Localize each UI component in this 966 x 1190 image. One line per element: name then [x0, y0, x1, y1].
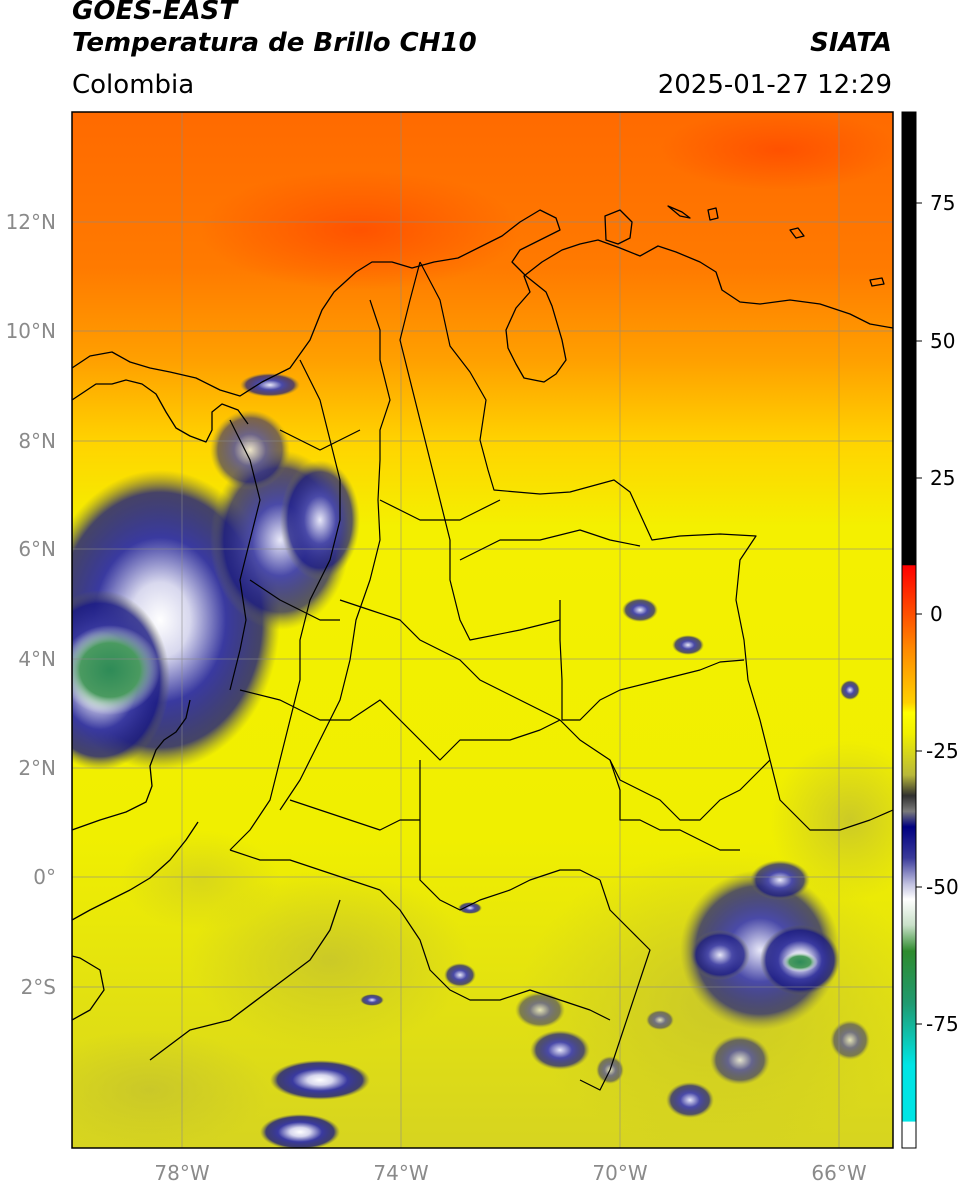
colorbar: 75 50 25 0 -25 -50 -75	[901, 111, 959, 1149]
lat-label-6n: 6°N	[18, 537, 56, 561]
colorbar-tick-25: 25	[930, 466, 955, 490]
lon-label-78w: 78°W	[154, 1161, 209, 1185]
latitude-labels: 12°N 10°N 8°N 6°N 4°N 2°N 0° 2°S	[6, 210, 56, 999]
lat-label-4n: 4°N	[18, 647, 56, 671]
colorbar-tick-0: 0	[930, 602, 943, 626]
lat-label-2n: 2°N	[18, 756, 56, 780]
colorbar-tick-50: 50	[930, 329, 955, 353]
lon-label-66w: 66°W	[811, 1161, 866, 1185]
region-label: Colombia	[72, 70, 195, 100]
lat-label-0: 0°	[33, 865, 56, 889]
colorbar-tick-minus75: -75	[926, 1012, 959, 1036]
timestamp-label: 2025-01-27 12:29	[657, 70, 892, 100]
longitude-labels: 78°W 74°W 70°W 66°W	[154, 1161, 866, 1185]
lat-label-10n: 10°N	[6, 319, 56, 343]
colorbar-tick-minus25: -25	[926, 739, 959, 763]
colorbar-frame	[901, 111, 917, 1149]
colorbar-ramp	[902, 112, 916, 1148]
lon-label-70w: 70°W	[592, 1161, 647, 1185]
graticule	[72, 112, 893, 1148]
organization-label: SIATA	[810, 28, 892, 58]
colorbar-tick-minus50: -50	[926, 875, 959, 899]
lat-label-2s: 2°S	[21, 975, 56, 999]
map-field	[72, 112, 893, 1148]
admin-boundaries	[72, 261, 893, 1148]
lon-label-74w: 74°W	[373, 1161, 428, 1185]
lat-label-8n: 8°N	[18, 429, 56, 453]
colorbar-tick-75: 75	[930, 191, 955, 215]
coastlines	[72, 205, 893, 1061]
product-title: Temperatura de Brillo CH10	[72, 28, 477, 58]
lat-label-12n: 12°N	[6, 210, 56, 234]
map-frame	[71, 111, 894, 1149]
satellite-title: GOES-EAST	[72, 0, 238, 26]
